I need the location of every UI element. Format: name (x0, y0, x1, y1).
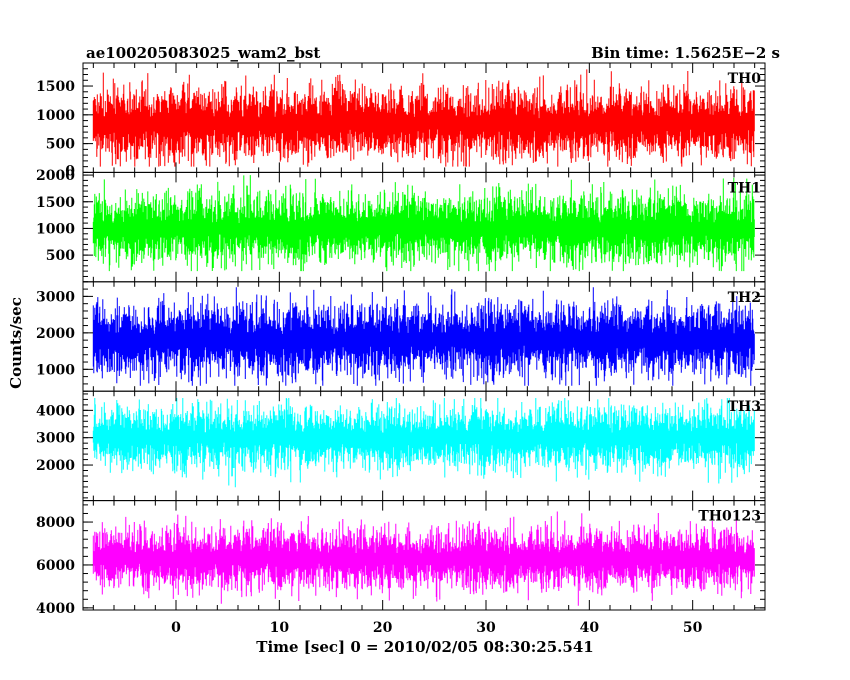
series-th0-trace (92, 69, 755, 167)
y-tick-label: 4000 (36, 403, 75, 419)
y-tick-label: 2000 (36, 326, 75, 342)
y-tick-label: 1000 (36, 221, 75, 237)
x-axis-label: Time [sec] 0 = 2010/02/05 08:30:25.541 (256, 638, 594, 656)
x-tick-label: 10 (270, 620, 290, 636)
y-tick-label: 6000 (36, 558, 75, 574)
y-tick-label: 8000 (36, 515, 75, 531)
y-tick-label: 500 (46, 248, 75, 264)
series-th3-trace (92, 398, 755, 488)
panel-label-th3: TH3 (728, 399, 761, 415)
panel-label-th2: TH2 (728, 290, 761, 306)
bin-time-label: Bin time: 1.5625E−2 s (591, 44, 780, 62)
y-axis-label: Counts/sec (7, 297, 25, 389)
panel-label-th0: TH0 (728, 71, 762, 87)
y-tick-label: 2000 (36, 168, 75, 184)
y-tick-label: 2000 (36, 458, 75, 474)
x-tick-label: 0 (171, 620, 181, 636)
x-tick-label: 50 (683, 620, 703, 636)
chart-title: ae100205083025_wam2_bst (86, 44, 321, 62)
series-th2-trace (92, 287, 755, 386)
y-tick-label: 1000 (36, 108, 75, 124)
y-tick-label: 1500 (36, 195, 75, 211)
series-th1-trace (92, 175, 755, 272)
y-tick-label: 500 (46, 137, 75, 153)
y-tick-label: 3000 (36, 289, 75, 305)
y-tick-label: 4000 (36, 601, 75, 617)
x-tick-label: 20 (373, 620, 393, 636)
series-th0123-trace (92, 511, 755, 606)
y-tick-label: 1000 (36, 362, 75, 378)
x-tick-label: 40 (580, 620, 600, 636)
panel-label-th1: TH1 (728, 180, 761, 196)
x-tick-label: 30 (476, 620, 496, 636)
y-tick-label: 0 (65, 163, 75, 179)
y-tick-label: 1500 (36, 79, 75, 95)
panel-label-th0123: TH0123 (698, 509, 761, 525)
y-tick-label: 3000 (36, 431, 75, 447)
